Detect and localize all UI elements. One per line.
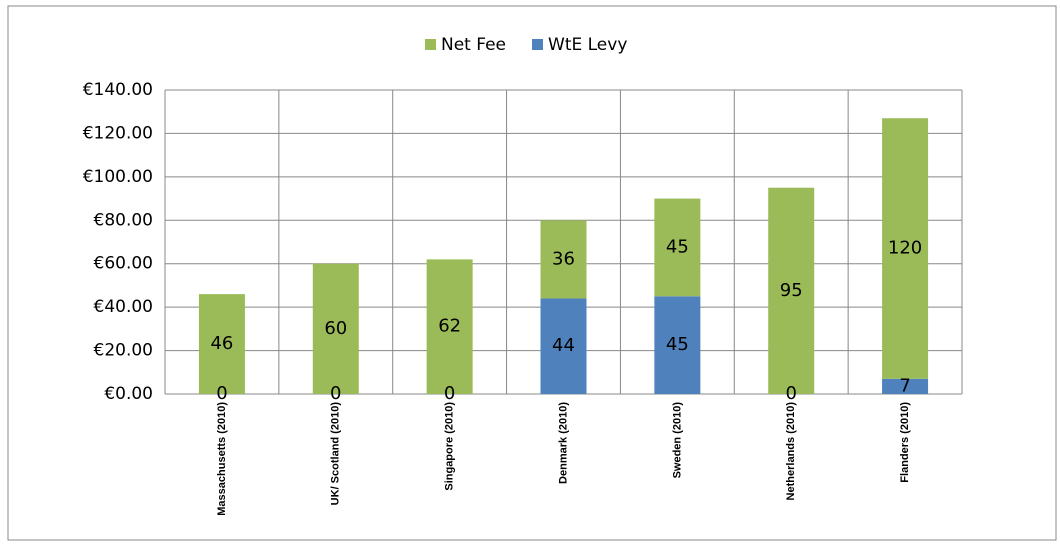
y-tick-label: €0.00: [104, 384, 153, 404]
bar-segment: [882, 118, 929, 379]
y-tick-label: €100.00: [83, 167, 153, 187]
bar-segment: [654, 198, 701, 297]
x-tick-label: Denmark (2010): [557, 402, 569, 484]
x-tick-label: Sweden (2010): [671, 402, 683, 479]
data-label: 45: [666, 334, 689, 355]
bar-segment: [426, 259, 473, 394]
x-tick-label: Singapore (2010): [444, 402, 456, 491]
legend-label: Net Fee: [441, 35, 506, 55]
data-label: 36: [552, 248, 575, 269]
data-label: 44: [552, 335, 575, 356]
chart-border: [7, 5, 1057, 541]
y-tick-label: €120.00: [83, 123, 153, 143]
data-label: 0: [330, 383, 341, 404]
bar-segment: [768, 187, 815, 394]
legend-swatch: [425, 39, 436, 50]
y-tick-label: €60.00: [94, 254, 153, 274]
y-tick-label: €40.00: [94, 297, 153, 317]
data-label: 45: [666, 236, 689, 257]
data-label: 0: [785, 383, 796, 404]
x-tick-label: Netherlands (2010): [785, 402, 797, 501]
data-label: 95: [780, 280, 803, 301]
y-tick-label: €80.00: [94, 210, 153, 230]
y-tick-label: €140.00: [83, 80, 153, 100]
legend-swatch: [532, 39, 544, 50]
data-label: 120: [888, 238, 922, 259]
bar-segment: [882, 378, 929, 394]
data-label: 0: [444, 383, 455, 404]
x-tick-label: Flanders (2010): [899, 402, 911, 483]
x-tick-label: UK/ Scotland (2010): [330, 402, 342, 506]
bar-segment: [654, 296, 701, 394]
data-label: 0: [216, 383, 227, 404]
bar-segment: [198, 294, 245, 394]
y-tick-label: €20.00: [94, 341, 153, 361]
data-label: 60: [324, 318, 347, 339]
x-tick-label: Massachusetts (2010): [216, 402, 228, 516]
bar-segment: [540, 298, 587, 394]
data-label: 62: [438, 316, 461, 337]
bar-segment: [312, 263, 359, 394]
data-label: 46: [210, 333, 233, 354]
data-label: 7: [899, 375, 910, 396]
legend-label: WtE Levy: [548, 35, 627, 55]
bar-segment: [540, 220, 587, 299]
